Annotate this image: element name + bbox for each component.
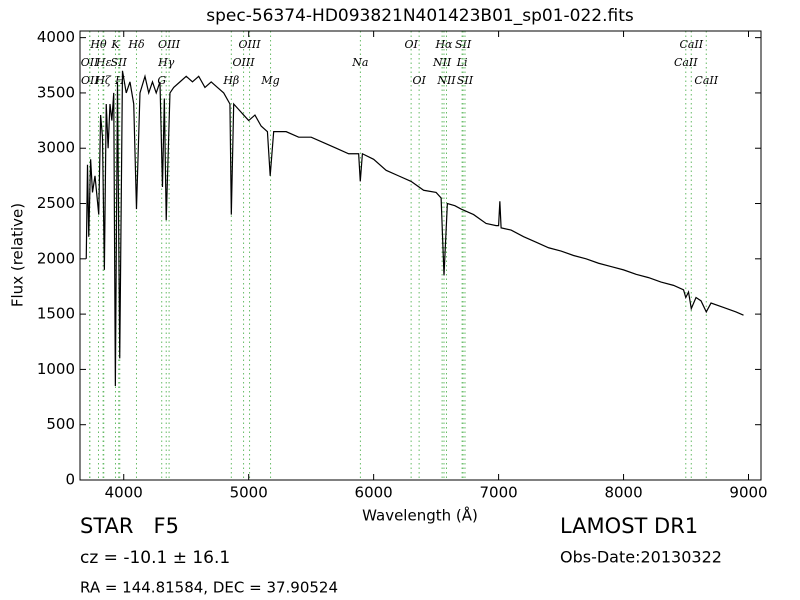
spectral-line-label: Hδ: [127, 38, 145, 51]
spectral-line-label: Na: [351, 56, 368, 69]
obs-date: Obs-Date:20130322: [560, 548, 722, 567]
x-tick-label: 4000: [105, 484, 143, 502]
spectral-line-label: Li: [456, 56, 468, 69]
spectral-line-label: OII: [81, 74, 99, 87]
spectral-line-label: OI: [404, 38, 418, 51]
spectral-line-label: G: [157, 74, 166, 87]
spectral-line-label: CaII: [679, 38, 703, 51]
spectral-line-label: NII: [436, 74, 456, 87]
y-tick-label: 2000: [37, 249, 75, 267]
spectrum-line: [85, 70, 744, 387]
spectral-line-label: SII: [455, 38, 472, 51]
y-axis-label: Flux (relative): [9, 203, 27, 307]
x-axis-label: Wavelength (Å): [362, 506, 478, 525]
spectral-line-label: H: [114, 74, 125, 87]
x-tick-label: 5000: [230, 484, 268, 502]
x-tick-label: 7000: [480, 484, 518, 502]
x-tick-label: 6000: [355, 484, 393, 502]
object-class: STAR F5: [80, 514, 179, 538]
spectral-line-label: SII: [111, 56, 128, 69]
y-tick-label: 0: [65, 471, 75, 489]
x-tick-label: 9000: [729, 484, 767, 502]
spectral-line-label: Hα: [434, 38, 453, 51]
spectral-line-label: OI: [412, 74, 426, 87]
spectral-line-label: Hγ: [157, 56, 175, 69]
y-tick-label: 500: [46, 415, 75, 433]
spectral-line-label: CaII: [694, 74, 718, 87]
y-tick-label: 2500: [37, 194, 75, 212]
redshift: cz = -10.1 ± 16.1: [80, 548, 230, 568]
plot-frame: [79, 30, 762, 481]
chart-title: spec-56374-HD093821N401423B01_sp01-022.f…: [206, 6, 634, 26]
y-tick-label: 1500: [37, 305, 75, 323]
survey: LAMOST DR1: [560, 514, 698, 538]
y-tick-label: 3000: [37, 139, 75, 157]
spectral-line-label: K: [110, 38, 120, 51]
spectral-line-label: Hθ: [89, 38, 107, 51]
spectral-line-label: SII: [457, 74, 474, 87]
spectral-line-label: Mg: [260, 74, 279, 87]
x-tick-label: 8000: [604, 484, 642, 502]
spectral-line-label: OIII: [158, 38, 181, 51]
coordinates: RA = 144.81584, DEC = 37.90524: [80, 579, 338, 597]
y-tick-label: 1000: [37, 360, 75, 378]
y-tick-label: 4000: [37, 28, 75, 46]
spectral-line-label: NII: [432, 56, 452, 69]
spectral-line-label: Hζ: [94, 74, 112, 87]
spectral-line-label: OIII: [233, 56, 256, 69]
spectral-line-label: CaII: [674, 56, 698, 69]
spectral-line-label: OIII: [239, 38, 262, 51]
y-tick-label: 3500: [37, 83, 75, 101]
spectral-line-label: Hβ: [222, 74, 239, 87]
